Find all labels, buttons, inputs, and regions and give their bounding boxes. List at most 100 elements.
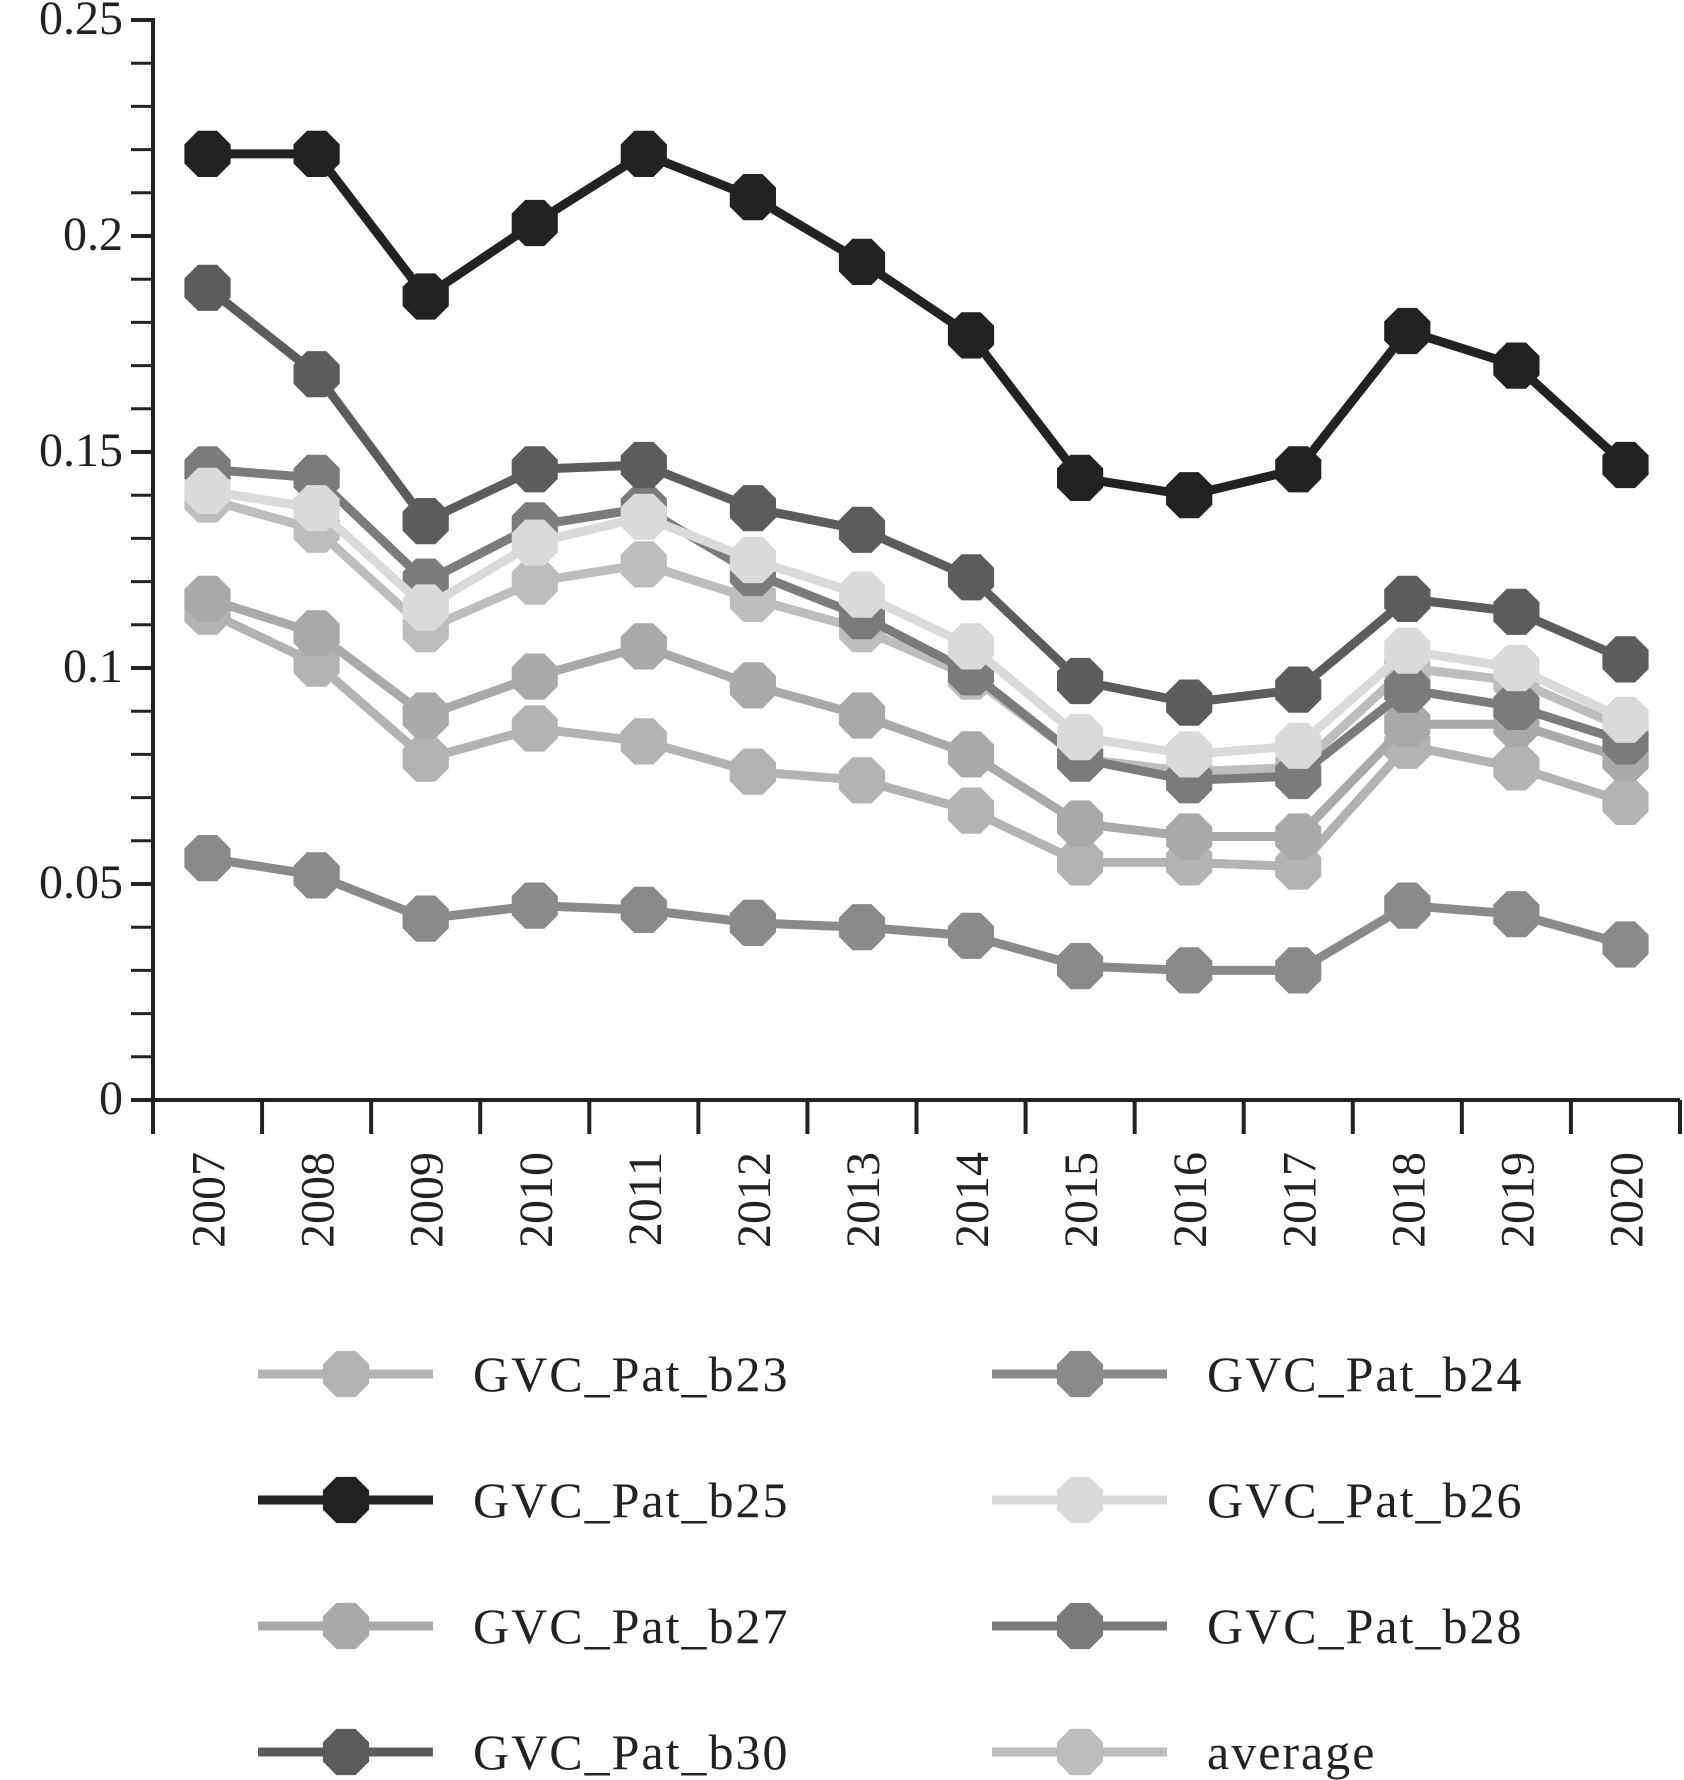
- legend-swatch-marker: [322, 1476, 370, 1524]
- legend-label: GVC_Pat_b28: [1207, 1598, 1523, 1654]
- legend-item: average: [992, 1724, 1376, 1780]
- data-point: [511, 705, 558, 752]
- data-point: [620, 623, 667, 670]
- data-point: [947, 623, 995, 670]
- data-point: [402, 498, 449, 545]
- data-point: [402, 273, 449, 320]
- legend-swatch-marker: [322, 1602, 370, 1650]
- data-point: [1384, 701, 1431, 748]
- data-point: [838, 238, 886, 285]
- x-tick-label: 2012: [728, 1152, 781, 1248]
- x-tick-label: 2011: [619, 1152, 672, 1246]
- data-point: [1602, 921, 1649, 968]
- y-tick-label: 0.05: [39, 856, 123, 909]
- data-point: [1493, 891, 1540, 938]
- data-point: [729, 485, 776, 532]
- data-point: [293, 130, 340, 177]
- x-tick-label: 2008: [292, 1152, 345, 1248]
- legend-item: GVC_Pat_b30: [258, 1724, 789, 1780]
- data-point: [293, 610, 340, 657]
- series-GVC_Pat_b26: [184, 467, 1649, 778]
- data-point: [1384, 882, 1431, 929]
- legend-label: GVC_Pat_b24: [1207, 1346, 1523, 1402]
- data-point: [184, 467, 231, 514]
- y-tick-label: 0.1: [63, 640, 123, 693]
- data-point: [729, 899, 776, 946]
- data-point: [184, 835, 231, 882]
- data-point: [1057, 454, 1104, 501]
- data-point: [1275, 813, 1322, 860]
- legend-swatch-marker: [1056, 1350, 1104, 1398]
- data-point: [838, 506, 886, 553]
- data-point: [1602, 696, 1649, 743]
- data-point: [1602, 441, 1649, 489]
- data-point: [511, 199, 558, 247]
- series-GVC_Pat_b25: [184, 130, 1649, 519]
- data-point: [620, 130, 667, 177]
- data-point: [1057, 657, 1104, 705]
- data-point: [1166, 947, 1213, 994]
- data-point: [293, 852, 340, 899]
- data-point: [620, 541, 667, 588]
- data-point: [511, 653, 558, 700]
- legend-label: average: [1207, 1724, 1376, 1780]
- data-point: [838, 904, 886, 951]
- legend-item: GVC_Pat_b28: [992, 1598, 1523, 1654]
- data-point: [947, 912, 995, 959]
- legend-swatch-marker: [322, 1728, 370, 1776]
- series-GVC_Pat_b30: [184, 264, 1649, 726]
- data-point: [1493, 644, 1540, 692]
- data-point: [402, 895, 449, 942]
- data-point: [620, 718, 667, 765]
- data-point: [838, 571, 886, 618]
- legend-swatch-marker: [322, 1350, 370, 1398]
- data-point: [1493, 342, 1540, 389]
- series-GVC_Pat_b27: [184, 575, 1649, 860]
- legend-swatch-marker: [1056, 1476, 1104, 1524]
- data-point: [293, 351, 340, 398]
- data-point: [1057, 714, 1104, 761]
- data-point: [729, 662, 776, 709]
- x-tick-label: 2018: [1382, 1152, 1435, 1248]
- legend-label: GVC_Pat_b26: [1207, 1472, 1523, 1528]
- legend-label: GVC_Pat_b30: [473, 1724, 789, 1780]
- data-point: [1057, 839, 1104, 886]
- legend-item: GVC_Pat_b27: [258, 1598, 789, 1654]
- data-point: [1493, 683, 1540, 730]
- data-point: [1493, 588, 1540, 635]
- series-layer: [184, 130, 1649, 994]
- data-point: [511, 519, 558, 566]
- data-point: [1384, 307, 1431, 355]
- legend-label: GVC_Pat_b25: [473, 1472, 789, 1528]
- data-point: [729, 174, 776, 221]
- x-tick-label: 2016: [1164, 1152, 1217, 1248]
- x-tick-label: 2010: [510, 1152, 563, 1248]
- axes: 0 0.05 0.1 0.15 0.2 0.25 2007 2008 2009 2010 2011 2…: [39, 0, 1682, 1248]
- y-tick-label: 0: [99, 1072, 123, 1125]
- data-point: [1384, 575, 1431, 622]
- y-tick-label: 0.2: [63, 208, 123, 261]
- data-point: [729, 748, 776, 795]
- x-tick-label: 2009: [401, 1152, 454, 1248]
- data-point: [184, 264, 231, 311]
- x-tick-label: 2020: [1600, 1152, 1653, 1248]
- data-point: [620, 886, 667, 933]
- data-point: [1166, 679, 1213, 726]
- data-point: [729, 536, 776, 584]
- data-point: [620, 441, 667, 489]
- data-point: [1166, 472, 1213, 519]
- x-tick-label: 2019: [1491, 1152, 1544, 1248]
- data-point: [1057, 943, 1104, 990]
- x-tick-label: 2007: [183, 1152, 236, 1248]
- data-point: [1166, 813, 1213, 860]
- data-point: [511, 882, 558, 929]
- x-tick-label: 2017: [1273, 1152, 1326, 1248]
- series-GVC_Pat_b24: [184, 835, 1649, 994]
- data-point: [947, 554, 995, 601]
- data-point: [838, 692, 886, 739]
- x-tick-label: 2014: [946, 1152, 999, 1248]
- legend-label: GVC_Pat_b27: [473, 1598, 789, 1654]
- legend-label: GVC_Pat_b23: [473, 1346, 789, 1402]
